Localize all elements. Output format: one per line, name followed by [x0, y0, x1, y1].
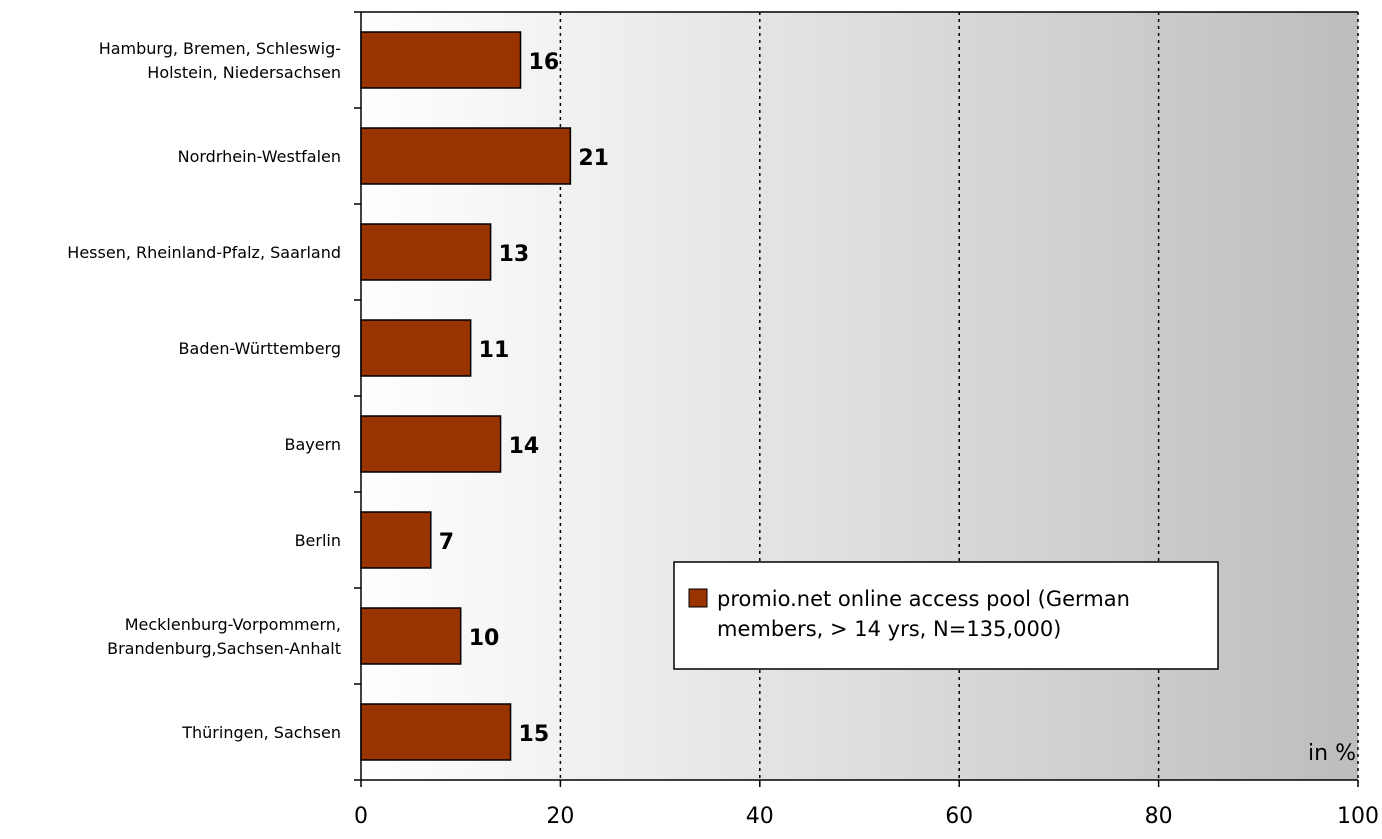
bar: [360, 703, 512, 761]
data-label: 7: [439, 530, 454, 555]
labels: 16 Hamburg, Bremen, Schleswig- Holstein, N…: [67, 39, 609, 747]
category-label: Hamburg, Bremen, Schleswig-: [99, 39, 341, 58]
x-tick-label: 20: [546, 804, 574, 829]
category-label: Bayern: [284, 435, 341, 454]
category-label: Baden-Württemberg: [179, 339, 341, 358]
x-tick-label: 100: [1337, 804, 1379, 829]
category-label: Thüringen, Sachsen: [181, 723, 341, 742]
bars: [360, 31, 572, 761]
data-label: 14: [509, 434, 540, 459]
bar: [360, 319, 472, 377]
category-label: Brandenburg,Sachsen-Anhalt: [107, 639, 341, 658]
category-label: Holstein, Niedersachsen: [147, 63, 341, 82]
category-label: Nordrhein-Westfalen: [178, 147, 341, 166]
legend-box: [673, 561, 1219, 670]
legend-label: members, > 14 yrs, N=135,000): [717, 617, 1061, 641]
legend: promio.net online access pool (German mem…: [673, 561, 1219, 670]
x-tick-label: 60: [945, 804, 973, 829]
bar: [360, 127, 572, 185]
unit-label: in %: [1308, 741, 1356, 766]
data-label: 21: [578, 146, 609, 171]
bar: [360, 415, 502, 473]
legend-label: promio.net online access pool (German: [717, 587, 1130, 611]
bar: [360, 607, 462, 665]
legend-swatch: [688, 588, 708, 608]
bar: [360, 511, 432, 569]
data-label: 15: [519, 722, 550, 747]
x-tick-label: 0: [354, 804, 368, 829]
data-label: 16: [529, 50, 560, 75]
category-label: Berlin: [295, 531, 341, 550]
data-label: 13: [499, 242, 530, 267]
axes: 0 20 40 60 80 100: [354, 11, 1379, 829]
data-label: 11: [479, 338, 510, 363]
category-label: Mecklenburg-Vorpommern,: [125, 615, 341, 634]
x-tick-label: 80: [1145, 804, 1173, 829]
bar: [360, 223, 492, 281]
category-label: Hessen, Rheinland-Pfalz, Saarland: [67, 243, 341, 262]
data-label: 10: [469, 626, 500, 651]
bar: [360, 31, 522, 89]
x-tick-label: 40: [746, 804, 774, 829]
